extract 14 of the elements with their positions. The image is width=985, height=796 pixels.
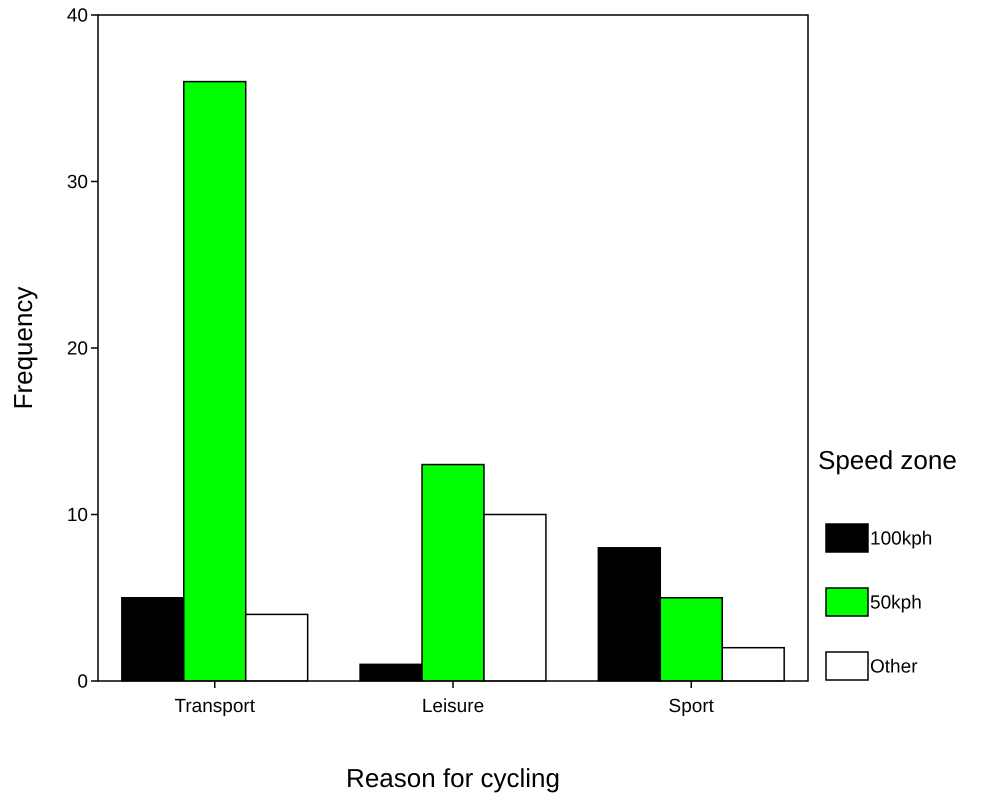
legend-label: 50kph xyxy=(870,592,922,614)
y-tick-label: 0 xyxy=(77,672,88,693)
y-tick-label: 10 xyxy=(66,505,88,526)
x-axis-title: Reason for cycling xyxy=(346,763,560,793)
y-tick-label: 20 xyxy=(66,338,88,360)
x-tick-label: Transport xyxy=(174,696,256,717)
y-tick-label: 30 xyxy=(66,172,88,194)
legend-title: Speed zone xyxy=(818,445,957,476)
y-tick-label: 40 xyxy=(66,6,88,27)
legend-label: Other xyxy=(870,656,918,678)
y-axis-title: Frequency xyxy=(8,286,38,410)
legend-label: 100kph xyxy=(870,528,932,550)
x-tick-label: Sport xyxy=(668,696,715,717)
x-tick-label: Leisure xyxy=(422,696,484,717)
